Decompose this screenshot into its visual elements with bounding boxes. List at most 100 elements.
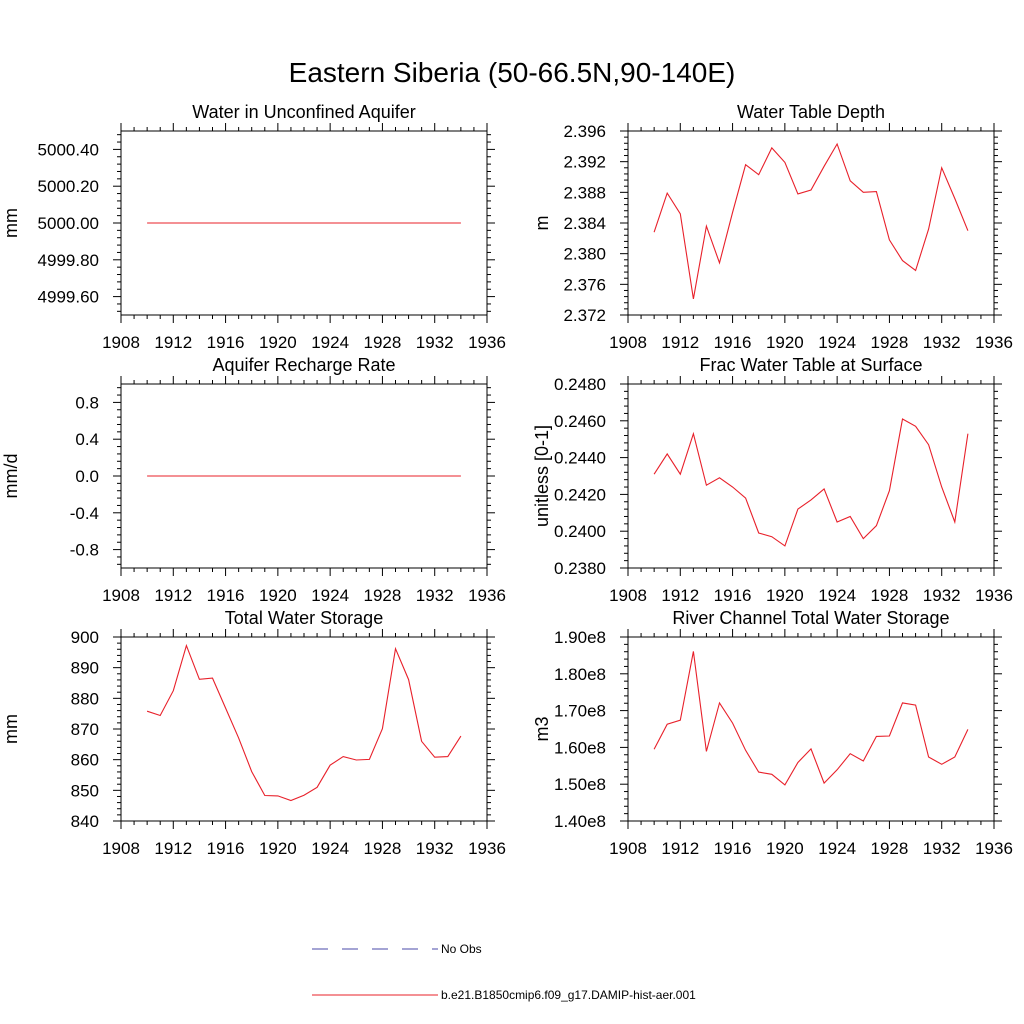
y-axis-label: mm/d xyxy=(1,454,21,499)
x-tick-label: 1932 xyxy=(923,586,961,605)
x-tick-label: 1912 xyxy=(661,839,699,858)
x-tick-label: 1936 xyxy=(468,839,506,858)
x-tick-label: 1924 xyxy=(818,586,856,605)
panel-title: Aquifer Recharge Rate xyxy=(212,355,395,375)
figure-title: Eastern Siberia (50-66.5N,90-140E) xyxy=(289,57,736,88)
x-tick-label: 1932 xyxy=(923,839,961,858)
x-tick-label: 1908 xyxy=(609,839,647,858)
x-tick-label: 1920 xyxy=(766,333,804,352)
panel-title: Water in Unconfined Aquifer xyxy=(192,102,415,122)
x-tick-label: 1924 xyxy=(818,333,856,352)
x-tick-label: 1932 xyxy=(416,839,454,858)
x-tick-label: 1936 xyxy=(975,839,1013,858)
x-tick-label: 1920 xyxy=(259,586,297,605)
plot-frame xyxy=(627,636,995,822)
panel-title: Water Table Depth xyxy=(737,102,885,122)
series-line-river-channel-total-water-storage xyxy=(653,651,969,786)
x-tick-label: 1912 xyxy=(154,839,192,858)
x-tick-label: 1928 xyxy=(364,839,402,858)
x-tick-label: 1936 xyxy=(468,333,506,352)
y-tick-label: 2.376 xyxy=(563,275,606,294)
plot-frame xyxy=(627,383,995,569)
x-tick-label: 1936 xyxy=(468,586,506,605)
series-line-water-table-depth xyxy=(653,142,969,299)
y-tick-label: 2.380 xyxy=(563,245,606,264)
y-tick-label: 1.70e8 xyxy=(554,702,606,721)
x-tick-label: 1932 xyxy=(416,586,454,605)
y-tick-label: 1.50e8 xyxy=(554,775,606,794)
y-tick-label: -0.8 xyxy=(70,541,99,560)
y-tick-label: 880 xyxy=(71,689,99,708)
y-axis-label: mm xyxy=(1,208,21,238)
y-tick-label: 0.8 xyxy=(75,393,99,412)
panel-title: Total Water Storage xyxy=(225,608,383,628)
panel-title: River Channel Total Water Storage xyxy=(672,608,949,628)
x-tick-label: 1932 xyxy=(923,333,961,352)
y-tick-label: 5000.00 xyxy=(38,214,99,233)
panel-title: Frac Water Table at Surface xyxy=(699,355,922,375)
y-tick-label: 5000.20 xyxy=(38,177,99,196)
y-axis-label: m xyxy=(532,216,552,231)
x-tick-label: 1908 xyxy=(102,333,140,352)
x-tick-label: 1920 xyxy=(259,333,297,352)
x-tick-label: 1924 xyxy=(311,839,349,858)
x-tick-label: 1928 xyxy=(364,333,402,352)
legend-label-no-obs: No Obs xyxy=(441,942,482,956)
x-tick-label: 1912 xyxy=(661,586,699,605)
x-tick-label: 1916 xyxy=(714,586,752,605)
y-tick-label: 0.2400 xyxy=(554,522,606,541)
x-tick-label: 1912 xyxy=(661,333,699,352)
x-tick-label: 1916 xyxy=(207,586,245,605)
y-tick-label: 840 xyxy=(71,812,99,831)
x-tick-label: 1924 xyxy=(311,586,349,605)
y-tick-label: 1.80e8 xyxy=(554,665,606,684)
y-tick-label: 890 xyxy=(71,659,99,678)
x-tick-label: 1908 xyxy=(609,586,647,605)
y-tick-label: 850 xyxy=(71,781,99,800)
panel-aquifer-recharge-rate: Aquifer Recharge Rate 1908 1912 1916 1920 192… xyxy=(1,355,506,605)
x-tick-label: 1916 xyxy=(207,839,245,858)
panel-total-water-storage: Total Water Storage 1908 1912 1916 1920 1924 1… xyxy=(1,608,506,858)
y-tick-label: 870 xyxy=(71,720,99,739)
y-tick-label: -0.4 xyxy=(70,504,99,523)
x-tick-label: 1912 xyxy=(154,586,192,605)
x-tick-label: 1908 xyxy=(102,839,140,858)
series-line-total-water-storage xyxy=(146,643,462,802)
y-tick-label: 1.60e8 xyxy=(554,738,606,757)
y-tick-label: 1.40e8 xyxy=(554,812,606,831)
x-tick-label: 1928 xyxy=(871,333,909,352)
plot-frame xyxy=(120,636,488,822)
plot-frame xyxy=(627,130,995,316)
y-tick-label: 2.384 xyxy=(563,214,606,233)
x-tick-label: 1936 xyxy=(975,586,1013,605)
y-tick-label: 5000.40 xyxy=(38,140,99,159)
x-tick-label: 1932 xyxy=(416,333,454,352)
y-tick-label: 0.2440 xyxy=(554,449,606,468)
x-tick-label: 1936 xyxy=(975,333,1013,352)
y-tick-label: 0.4 xyxy=(75,430,99,449)
x-tick-label: 1912 xyxy=(154,333,192,352)
x-tick-label: 1928 xyxy=(364,586,402,605)
x-tick-label: 1908 xyxy=(609,333,647,352)
series-line-frac-water-table-at-surface xyxy=(653,418,969,547)
y-tick-label: 860 xyxy=(71,751,99,770)
x-tick-label: 1924 xyxy=(818,839,856,858)
x-tick-label: 1928 xyxy=(871,839,909,858)
y-axis-label: unitless [0-1] xyxy=(532,425,552,527)
y-tick-label: 4999.80 xyxy=(38,251,99,270)
panel-frac-water-table-at-surface: Frac Water Table at Surface 1908 1912 1916 1… xyxy=(532,355,1013,605)
y-axis-label: m3 xyxy=(532,716,552,741)
y-tick-label: 0.2380 xyxy=(554,559,606,578)
y-tick-label: 2.372 xyxy=(563,306,606,325)
y-axis-label: mm xyxy=(1,714,21,744)
x-tick-label: 1916 xyxy=(207,333,245,352)
panel-water-table-depth: Water Table Depth 1908 1912 1916 1920 1924 192… xyxy=(532,102,1013,352)
y-tick-label: 0.2460 xyxy=(554,412,606,431)
x-tick-label: 1920 xyxy=(766,586,804,605)
x-tick-label: 1924 xyxy=(311,333,349,352)
y-tick-label: 0.2480 xyxy=(554,375,606,394)
x-tick-label: 1908 xyxy=(102,586,140,605)
y-tick-label: 2.388 xyxy=(563,183,606,202)
panel-river-channel-total-water-storage: River Channel Total Water Storage 1908 191… xyxy=(532,608,1013,858)
